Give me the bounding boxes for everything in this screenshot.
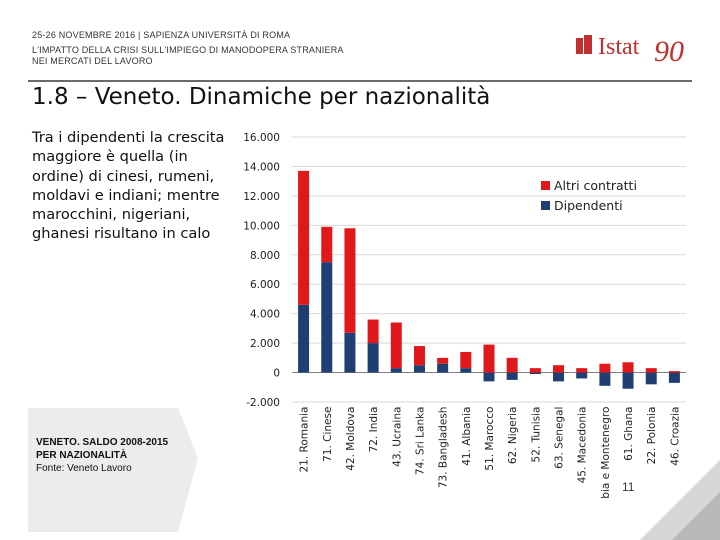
bar-altri-contratti	[553, 365, 565, 373]
legend-label: Dipendenti	[554, 198, 623, 213]
bar-altri-contratti	[668, 371, 680, 373]
y-tick-label: 6.000	[250, 279, 280, 291]
x-tick-label: 42. Moldova	[345, 407, 357, 471]
bar-altri-contratti	[321, 226, 333, 263]
x-tick-label: 43. Ucraina	[391, 407, 403, 467]
chart-gridlines	[292, 136, 686, 403]
bar-dipendenti	[437, 363, 449, 373]
y-tick-label: 16.000	[243, 132, 280, 144]
y-axis-labels: 16.000 14.000 12.000 10.000 8.000 6.000 4.000 2…	[243, 132, 280, 409]
x-tick-label: 73. Bangladesh	[438, 407, 450, 489]
bar-altri-contratti	[437, 357, 449, 364]
page-title: 1.8 – Veneto. Dinamiche per nazionalità	[32, 84, 491, 110]
page-number: 11	[622, 480, 635, 494]
x-tick-label: 63. Senegal	[554, 407, 566, 469]
logo-mark-left	[576, 38, 583, 54]
bar-dipendenti	[622, 372, 634, 389]
nationality-balance-chart: 16.000 14.000 12.000 10.000 8.000 6.000 4.000 2…	[243, 132, 686, 498]
bar-altri-contratti	[622, 362, 634, 373]
bar-altri-contratti	[529, 368, 541, 373]
y-tick-label: 12.000	[243, 191, 280, 203]
event-header: 25-26 NOVEMBRE 2016 | SAPIENZA UNIVERSIT…	[32, 30, 291, 40]
y-tick-label: 8.000	[250, 250, 280, 262]
corner-decoration	[640, 460, 720, 540]
chart-legend: Altri contratti Dipendenti	[541, 178, 637, 213]
bar-dipendenti	[321, 262, 333, 373]
bar-altri-contratti	[298, 170, 310, 305]
x-tick-label: 61. Ghana	[623, 407, 635, 461]
bar-altri-contratti	[413, 346, 425, 366]
bar-dipendenti	[344, 332, 356, 373]
bar-dipendenti	[460, 368, 472, 373]
bar-altri-contratti	[460, 351, 472, 369]
bar-dipendenti	[413, 365, 425, 373]
bar-altri-contratti	[344, 228, 356, 333]
bar-altri-contratti	[483, 344, 495, 373]
x-tick-label: 22. Polonia	[646, 407, 658, 465]
legend-swatch	[541, 201, 550, 210]
bar-altri-contratti	[645, 368, 657, 373]
y-tick-label: 14.000	[243, 161, 280, 173]
bar-altri-contratti	[599, 363, 611, 373]
presentation-subtitle-line1: L'IMPATTO DELLA CRISI SULL'IMPIEGO DI MA…	[32, 45, 344, 55]
bar-altri-contratti	[390, 322, 402, 369]
bar-altri-contratti	[576, 368, 588, 373]
x-tick-label: 41. Albania	[461, 407, 473, 466]
x-tick-label: 46. Croazia	[669, 407, 681, 466]
bar-dipendenti	[668, 372, 680, 383]
logo-mark-right	[584, 35, 592, 54]
source-panel: VENETO. SALDO 2008-2015 PER NAZIONALITÀ …	[28, 408, 198, 532]
y-tick-label: 10.000	[243, 220, 280, 232]
bar-dipendenti	[645, 372, 657, 385]
x-tick-label: 52. Tunisia	[530, 407, 542, 463]
y-tick-label: 2.000	[250, 338, 280, 350]
x-tick-label: 72. India	[368, 407, 380, 453]
x-tick-label: 51. Marocco	[484, 407, 496, 471]
source-title-line1: VENETO. SALDO 2008-2015	[36, 437, 169, 448]
y-tick-label: 4.000	[250, 309, 280, 321]
legend-label: Altri contratti	[554, 178, 637, 193]
y-tick-label: 0	[273, 368, 280, 380]
presentation-subtitle-line2: NEI MERCATI DEL LAVORO	[32, 56, 153, 66]
source-note: VENETO. SALDO 2008-2015 PER NAZIONALITÀ …	[36, 436, 168, 475]
bar-dipendenti	[529, 372, 541, 375]
source-panel-shape	[28, 408, 198, 532]
bar-dipendenti	[599, 372, 611, 386]
header-divider	[28, 80, 692, 82]
logo-numeral: 90	[654, 35, 684, 68]
bar-altri-contratti	[506, 357, 518, 373]
x-tick-label: 44. Serbia e Montenegro	[600, 407, 612, 498]
bar-dipendenti	[298, 304, 310, 373]
x-axis-labels: 21. Romania 71. Cinese 42. Moldova 72. Indi…	[299, 407, 682, 498]
bar-dipendenti	[553, 372, 565, 382]
bar-dipendenti	[576, 372, 588, 379]
body-text: Tra i dipendenti la crescita maggiore è …	[32, 129, 225, 243]
x-tick-label: 74. Sri Lanka	[414, 407, 426, 476]
x-tick-label: 62. Nigeria	[507, 407, 519, 465]
bar-dipendenti	[390, 368, 402, 373]
x-tick-label: 21. Romania	[299, 407, 311, 473]
istat-logo: Istat 90	[576, 34, 684, 68]
logo-text: Istat	[598, 34, 640, 60]
bar-dipendenti	[483, 372, 495, 382]
bar-dipendenti	[506, 372, 518, 380]
x-tick-label: 45. Macedonia	[577, 407, 589, 484]
bar-dipendenti	[367, 343, 379, 373]
y-tick-label: -2.000	[246, 397, 280, 409]
source-credit: Fonte: Veneto Lavoro	[36, 463, 132, 474]
chart-bars	[298, 170, 680, 389]
x-tick-label: 71. Cinese	[322, 407, 334, 462]
bar-altri-contratti	[367, 319, 379, 344]
source-title-line2: PER NAZIONALITÀ	[36, 450, 128, 461]
legend-swatch	[541, 181, 550, 190]
